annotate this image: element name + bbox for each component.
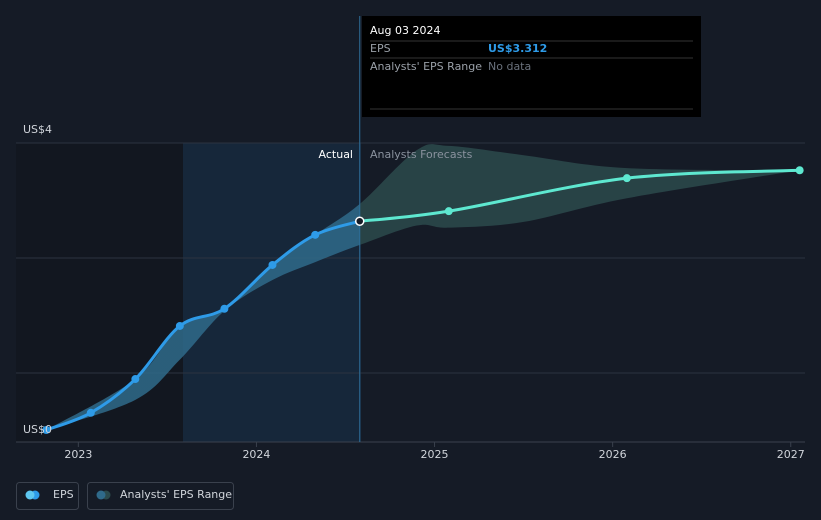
legend-label: EPS xyxy=(53,488,74,501)
recent-shade xyxy=(183,143,361,442)
tooltip: Aug 03 2024 EPS US$3.312 Analysts' EPS R… xyxy=(362,16,701,117)
legend-item[interactable] xyxy=(16,482,79,510)
y-tick-label: US$4 xyxy=(23,123,52,136)
tooltip-date: Aug 03 2024 xyxy=(370,24,440,37)
plot xyxy=(42,16,804,447)
tooltip-value: No data xyxy=(488,60,531,73)
x-tick-label: 2025 xyxy=(421,448,449,461)
legend-label: Analysts' EPS Range xyxy=(120,488,232,501)
forecast-label: Analysts Forecasts xyxy=(370,148,473,161)
legend-item[interactable] xyxy=(87,482,234,510)
legend-swatch xyxy=(25,490,35,500)
x-tick-label: 2026 xyxy=(599,448,627,461)
eps-point xyxy=(131,375,140,384)
eps-point xyxy=(86,408,95,417)
eps-point xyxy=(175,321,184,330)
eps-line xyxy=(359,168,800,223)
tooltip-value: US$3.312 xyxy=(488,42,547,55)
eps-point xyxy=(622,174,631,183)
eps-point xyxy=(268,260,277,269)
x-tick-label: 2024 xyxy=(242,448,270,461)
y-tick-label: US$0 xyxy=(23,423,52,436)
past-shade xyxy=(16,143,183,442)
eps-point xyxy=(311,230,320,239)
eps-line xyxy=(45,219,361,432)
legend-swatch xyxy=(96,490,106,500)
eps-point xyxy=(444,207,453,216)
eps-point xyxy=(220,304,229,313)
tooltip-key: EPS xyxy=(370,42,391,55)
tooltip-box xyxy=(362,16,701,117)
legend xyxy=(16,482,234,510)
eps-point xyxy=(795,166,804,175)
tooltip-key: Analysts' EPS Range xyxy=(370,60,482,73)
actual-label: Actual xyxy=(319,148,353,161)
x-tick-label: 2027 xyxy=(777,448,805,461)
x-tick-label: 2023 xyxy=(64,448,92,461)
eps-point xyxy=(42,426,51,434)
eps-point-current xyxy=(354,216,365,226)
